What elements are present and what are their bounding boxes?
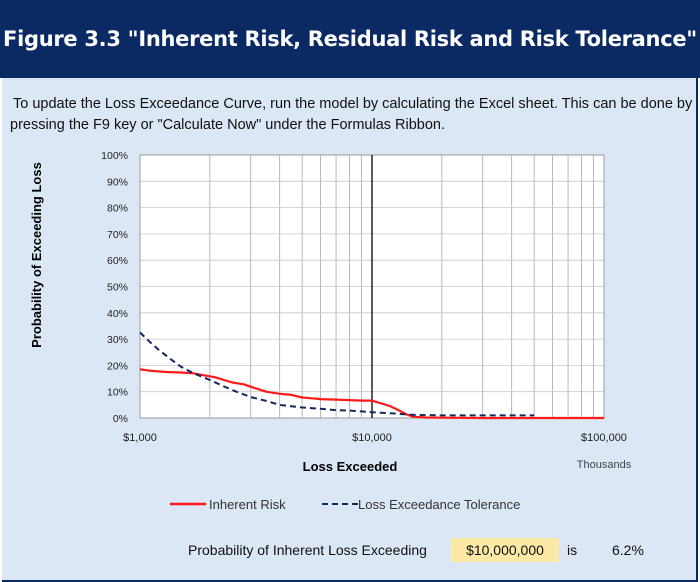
y-tick-label: 90% (107, 176, 128, 188)
instructions-line-1: To update the Loss Exceedance Curve, run… (13, 96, 693, 112)
y-tick-label: 40% (107, 308, 128, 320)
x-tick-label: $100,000 (581, 432, 627, 444)
loss-threshold-cell[interactable]: $10,000,000 (451, 538, 559, 562)
y-tick-label: 80% (107, 203, 128, 215)
figure-title: Figure 3.3 "Inherent Risk, Residual Risk… (3, 27, 697, 51)
y-tick-label: 30% (107, 334, 128, 346)
inherent-series-line (139, 368, 604, 420)
probability-value: 6.2% (612, 542, 644, 558)
y-axis-label: Probability of Exceeding Loss (29, 162, 44, 348)
y-tick-label: 10% (107, 387, 128, 399)
y-tick-label: 0% (113, 413, 128, 425)
instructions-text: To update the Loss Exceedance Curve, run… (10, 94, 694, 136)
y-tick-label: 100% (101, 150, 128, 162)
legend-tolerance-label: Loss Exceedance Tolerance (358, 497, 520, 512)
y-tick-label: 50% (107, 282, 128, 294)
summary-is: is (567, 542, 578, 558)
title-banner: Figure 3.3 "Inherent Risk, Residual Risk… (0, 0, 700, 78)
legend-inherent-label: Inherent Risk (209, 497, 286, 512)
y-tick-label: 70% (107, 229, 128, 241)
y-tick-label: 60% (107, 255, 128, 267)
x-axis-label: Loss Exceeded (303, 459, 398, 474)
y-tick-label: 20% (107, 360, 128, 372)
summary-label: Probability of Inherent Loss Exceeding (188, 542, 427, 558)
x-tick-label: $1,000 (123, 432, 157, 444)
x-tick-label: $10,000 (352, 432, 392, 444)
instructions-line-2: pressing the F9 key or "Calculate Now" u… (10, 117, 446, 133)
x-units-note: Thousands (577, 459, 632, 471)
